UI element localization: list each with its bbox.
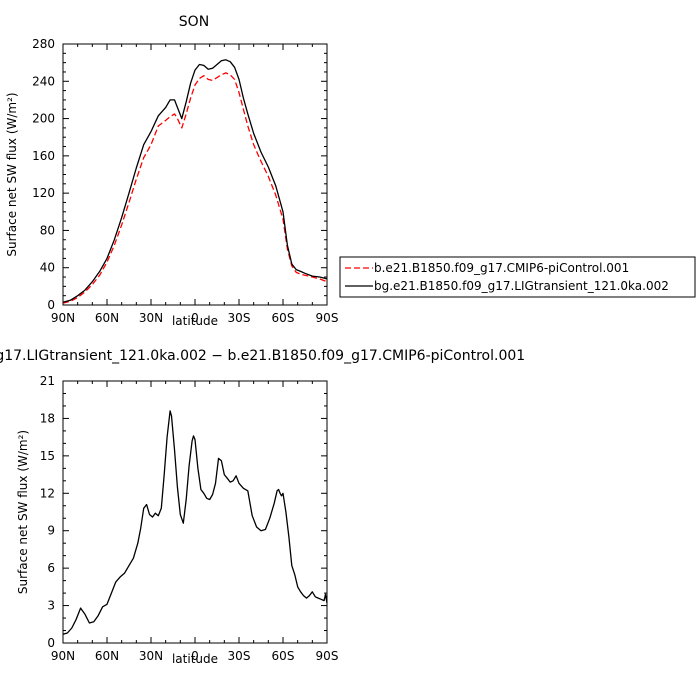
legend-label-0: b.e21.B1850.f09_g17.CMIP6-piControl.001 <box>374 261 629 275</box>
x-tick-label: 90S <box>316 311 339 325</box>
x-tick-label: 60N <box>95 311 119 325</box>
y-tick-label: 200 <box>32 112 55 126</box>
y-tick-label: 9 <box>47 524 55 538</box>
y-axis-label: Surface net SW flux (W/m²) <box>5 92 19 256</box>
y-tick-label: 3 <box>47 599 55 613</box>
top-panel: 90N 60N 30N 0 30S 60S 90S 0 40 80 120 160 200 240 280 S… <box>5 14 338 328</box>
y-tick-label: 280 <box>32 37 55 51</box>
x-axis-label: latitude <box>172 314 218 328</box>
y-tick-label: 0 <box>47 636 55 650</box>
legend-box <box>339 256 696 298</box>
x-axis-label: latitude <box>172 652 218 666</box>
x-tick-label: 90N <box>51 311 75 325</box>
y-tick-label: 120 <box>32 186 55 200</box>
x-tick-label: 30S <box>228 311 251 325</box>
legend: b.e21.B1850.f09_g17.CMIP6-piControl.001b… <box>339 256 696 298</box>
y-tick-label: 240 <box>32 74 55 88</box>
chart-title: bg.e21.B1850.f09_g17.LIGtransient_121.0k… <box>0 348 525 364</box>
x-tick-label: 60S <box>272 649 295 663</box>
x-tick-label: 90S <box>316 649 339 663</box>
series-line-0 <box>62 72 328 304</box>
x-tick-label: 60S <box>272 311 295 325</box>
series-line-1 <box>62 59 328 303</box>
legend-label-1: bg.e21.B1850.f09_g17.LIGtransient_121.0k… <box>374 279 669 293</box>
series-line-0 <box>62 410 328 635</box>
x-tick-label: 0 <box>191 311 199 325</box>
y-tick-label: 21 <box>40 374 55 388</box>
y-tick-label: 40 <box>40 261 55 275</box>
y-tick-label: 18 <box>40 411 55 425</box>
y-tick-label: 6 <box>47 561 55 575</box>
x-tick-label: 0 <box>191 649 199 663</box>
plot-frame <box>62 380 328 644</box>
y-tick-label: 160 <box>32 149 55 163</box>
x-tick-label: 60N <box>95 649 119 663</box>
y-tick-label: 0 <box>47 298 55 312</box>
x-tick-label: 90N <box>51 649 75 663</box>
chart-title: SON <box>179 14 209 30</box>
y-tick-label: 15 <box>40 449 55 463</box>
y-axis-label: Surface net SW flux (W/m²) <box>16 430 30 594</box>
y-tick-label: 80 <box>40 223 55 237</box>
bottom-panel: 90N 60N 30N 0 30S 60S 90S 0 3 6 9 12 15 18 21 bg.e21.B1… <box>0 348 525 666</box>
x-tick-label: 30S <box>228 649 251 663</box>
x-tick-label: 30N <box>139 649 163 663</box>
x-tick-label: 30N <box>139 311 163 325</box>
y-tick-label: 12 <box>40 486 55 500</box>
